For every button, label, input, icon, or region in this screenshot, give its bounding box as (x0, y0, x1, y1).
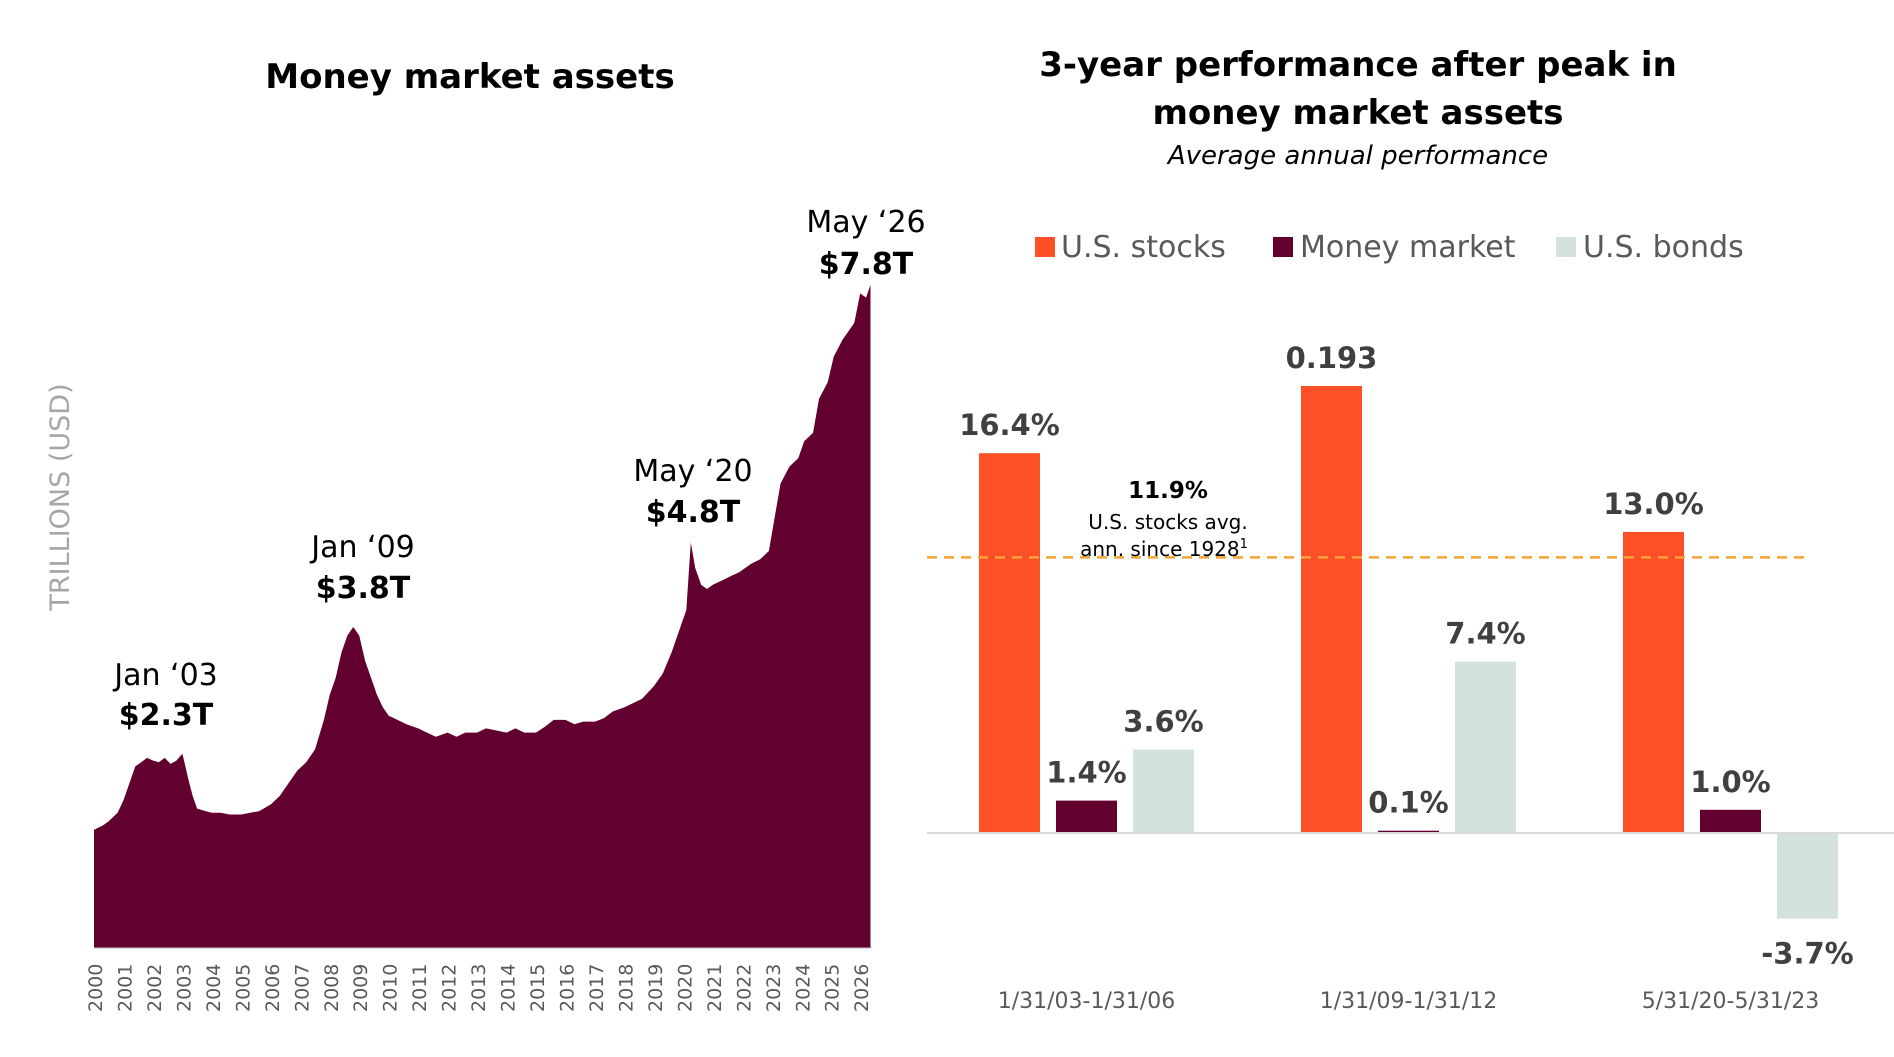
area-annotation-value: $3.8T (316, 571, 411, 606)
area-x-tick-label: 2017 (586, 964, 608, 1012)
bar-us-bonds (1455, 661, 1516, 833)
area-x-tick-label: 2022 (733, 964, 755, 1012)
area-x-tick-label: 2009 (350, 964, 372, 1012)
area-x-tick-label: 2012 (439, 964, 461, 1012)
bar-value-label: 3.6% (1123, 705, 1203, 739)
area-annotation-date: Jan ‘09 (309, 530, 415, 565)
bar-us-stocks (979, 453, 1040, 833)
bar-chart-title-line-2: money market assets (1152, 93, 1563, 133)
bar-us-stocks (1623, 531, 1684, 833)
legend-label-us-stocks: U.S. stocks (1061, 230, 1226, 265)
bar-category-label: 1/31/09-1/31/12 (1320, 989, 1498, 1014)
area-x-tick-label: 2003 (173, 964, 195, 1012)
bar-value-label: -3.7% (1761, 937, 1853, 971)
area-x-tick-label: 2007 (291, 964, 313, 1012)
bar-chart-subtitle: Average annual performance (1166, 141, 1548, 171)
bar-us-bonds (1133, 749, 1194, 833)
area-annotation-date: May ‘26 (806, 205, 925, 240)
area-x-tick-label: 2010 (380, 964, 402, 1012)
area-x-tick-label: 2005 (232, 964, 254, 1012)
legend-swatch-us-stocks (1035, 237, 1055, 257)
bar-chart-title-line-1: 3-year performance after peak in (1039, 45, 1677, 85)
bar-value-label: 13.0% (1603, 487, 1704, 521)
area-x-tick-label: 2002 (144, 964, 166, 1012)
bar-series (979, 386, 1838, 919)
reference-line-label-1: U.S. stocks avg. (1088, 510, 1247, 534)
area-x-tick-label: 2008 (321, 964, 343, 1012)
area-chart: Money market assets TRILLIONS (USD) 2000… (45, 57, 926, 1012)
bar-value-label: 1.0% (1690, 765, 1770, 799)
bar-category-labels: 1/31/03-1/31/06 1/31/09-1/31/12 5/31/20-5/… (998, 989, 1820, 1014)
area-x-tick-label: 2024 (792, 964, 814, 1012)
bar-money-market (1378, 830, 1439, 833)
bar-value-labels: 16.4% 0.193 13.0% 1.4% 0.1% 1.0% 3.6% 7.4% -3.7% (959, 341, 1854, 971)
area-annotations: Jan ‘03 $2.3T Jan ‘09 $3.8T May ‘20 $4.8T May … (112, 205, 925, 733)
bar-value-label: 7.4% (1445, 617, 1525, 651)
area-annotation-value: $7.8T (819, 247, 914, 282)
reference-line-label-2: ann. since 19281 (1080, 537, 1248, 561)
area-annotation-value: $4.8T (646, 495, 741, 530)
area-x-tick-label: 2014 (498, 964, 520, 1012)
area-x-tick-label: 2006 (262, 964, 284, 1012)
bar-money-market (1056, 800, 1117, 833)
area-x-tick-label: 2026 (851, 964, 873, 1012)
bar-category-label: 5/31/20-5/31/23 (1642, 989, 1820, 1014)
bar-value-label: 0.1% (1368, 786, 1448, 820)
area-x-tick-label: 2013 (468, 964, 490, 1012)
area-series (94, 284, 871, 948)
bar-chart: 3-year performance after peak in money m… (927, 45, 1894, 1014)
legend-swatch-money-market (1273, 237, 1293, 257)
area-x-tick-label: 2018 (616, 964, 638, 1012)
area-x-tick-label: 2004 (203, 964, 225, 1012)
area-x-tick-label: 2025 (822, 964, 844, 1012)
reference-line-value: 11.9% (1128, 478, 1208, 504)
area-x-tick-label: 2021 (704, 964, 726, 1012)
reference-line-footnote: 1 (1240, 537, 1248, 552)
area-annotation-date: Jan ‘03 (112, 658, 218, 693)
bar-money-market (1700, 809, 1761, 833)
legend-label-us-bonds: U.S. bonds (1583, 230, 1744, 265)
area-chart-ylabel: TRILLIONS (USD) (45, 383, 76, 611)
bar-value-label: 1.4% (1046, 756, 1126, 790)
area-chart-title: Money market assets (265, 57, 674, 97)
reference-line-label-2-text: ann. since 1928 (1080, 537, 1240, 561)
area-x-tick-labels: 2000 2001 2002 2003 2004 2005 2006 2007 2008 2009… (85, 964, 873, 1012)
bar-value-label: 0.193 (1286, 341, 1378, 375)
area-x-tick-label: 2000 (85, 964, 107, 1012)
bar-us-bonds (1777, 833, 1838, 919)
area-x-tick-label: 2023 (763, 964, 785, 1012)
area-x-tick-label: 2015 (527, 964, 549, 1012)
area-x-tick-label: 2011 (409, 964, 431, 1012)
area-annotation-date: May ‘20 (633, 454, 752, 489)
legend-swatch-us-bonds (1556, 237, 1576, 257)
bar-us-stocks (1301, 386, 1362, 833)
bar-category-label: 1/31/03-1/31/06 (998, 989, 1176, 1014)
legend-label-money-market: Money market (1300, 230, 1516, 265)
bar-value-label: 16.4% (959, 408, 1060, 442)
legend: U.S. stocks Money market U.S. bonds (1035, 230, 1744, 265)
area-x-tick-label: 2001 (115, 964, 137, 1012)
area-annotation-value: $2.3T (119, 698, 214, 733)
area-x-tick-label: 2019 (645, 964, 667, 1012)
area-x-tick-label: 2020 (674, 964, 696, 1012)
area-x-tick-label: 2016 (557, 964, 579, 1012)
